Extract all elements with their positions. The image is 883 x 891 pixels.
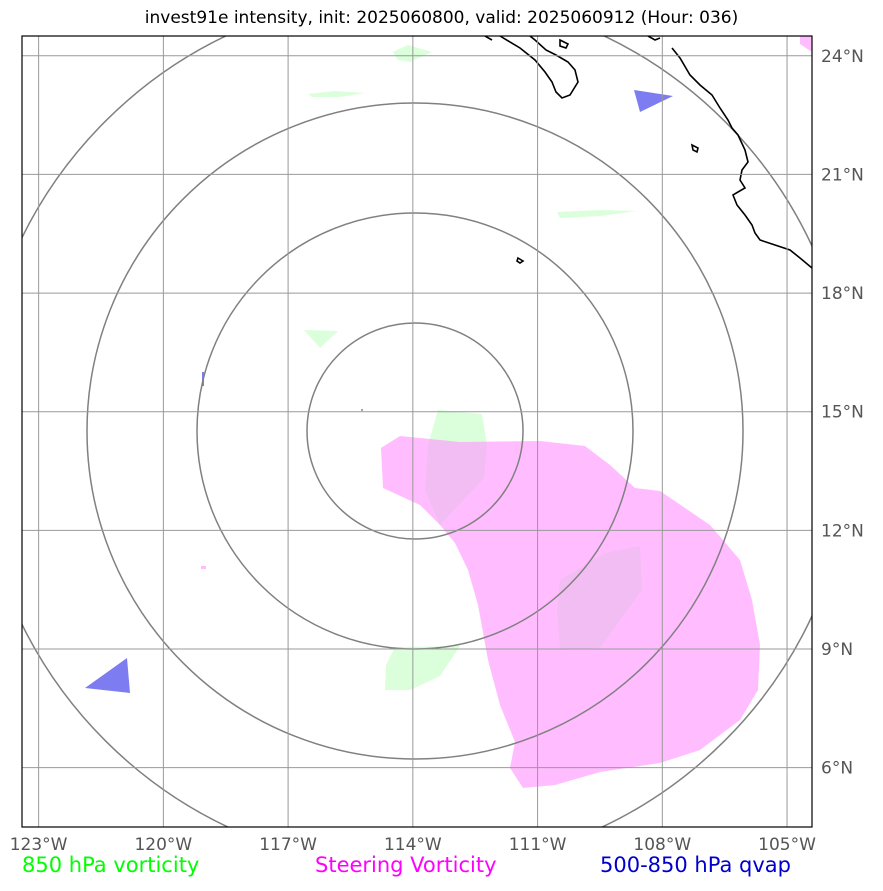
longitude-tick-label: 117°W	[259, 835, 317, 855]
vorticity-patch	[304, 330, 338, 348]
steering-vorticity-patch	[201, 566, 206, 569]
longitude-tick-label: 108°W	[633, 835, 691, 855]
range-rings	[22, 36, 812, 827]
latitude-tick-label: 12°N	[821, 521, 864, 541]
longitude-tick-label: 123°W	[10, 835, 68, 855]
steering-vorticity-patch	[800, 36, 812, 52]
latitude-tick-label: 9°N	[821, 640, 853, 660]
coastline	[484, 36, 812, 269]
vorticity-patch	[308, 91, 365, 97]
vorticity-patch	[385, 646, 460, 690]
latitude-tick-label: 18°N	[821, 284, 864, 304]
latitude-tick-label: 24°N	[821, 47, 864, 67]
longitude-tick-label: 120°W	[134, 835, 192, 855]
latitude-tick-label: 6°N	[821, 759, 853, 779]
longitude-labels: 123°W 120°W 117°W 114°W 111°W 108°W 105°W	[10, 835, 816, 855]
latitude-tick-label: 15°N	[821, 403, 864, 423]
range-ring	[86, 102, 744, 760]
latitude-tick-label: 21°N	[821, 165, 864, 185]
legend-850-vorticity: 850 hPa vorticity	[22, 853, 200, 877]
steering-vorticity-patch	[381, 436, 760, 788]
legend-qvap: 500-850 hPa qvap	[600, 853, 791, 877]
storm-center-marker	[361, 409, 363, 411]
map-frame	[21, 35, 813, 828]
qvap-patch	[85, 658, 130, 693]
longitude-tick-label: 114°W	[384, 835, 442, 855]
legend-steering-vorticity: Steering Vorticity	[315, 853, 497, 877]
range-ring	[306, 322, 524, 540]
longitude-tick-label: 105°W	[758, 835, 816, 855]
range-ring	[22, 36, 812, 827]
vorticity-patch	[557, 210, 637, 218]
steering-vorticity-patches	[201, 36, 812, 788]
qvap-patch	[634, 90, 673, 112]
latitude-labels: 6°N 9°N 12°N 15°N 18°N 21°N 24°N	[821, 47, 864, 779]
gridlines	[22, 36, 812, 827]
map-title: invest91e intensity, init: 2025060800, v…	[144, 8, 739, 28]
longitude-tick-label: 111°W	[509, 835, 567, 855]
